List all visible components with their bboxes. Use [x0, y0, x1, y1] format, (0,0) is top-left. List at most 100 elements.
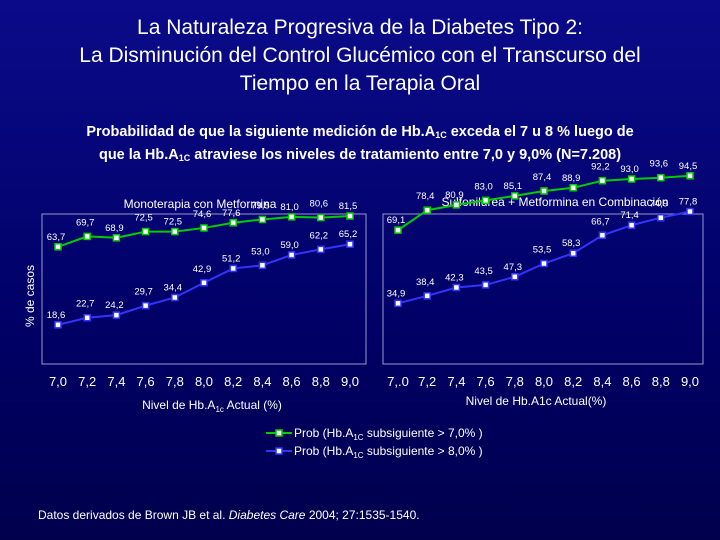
- chart-left-series-1-point: [258, 215, 267, 224]
- chart-right-x-tick: 7,2: [418, 374, 436, 389]
- chart-right: Sulfonilurea + Metformina en Combinación…: [382, 159, 704, 408]
- chart-right-series-2-point: [627, 221, 636, 229]
- chart-left-series-1-point: [54, 243, 62, 251]
- chart-left-series-1-data-label: 80,6: [310, 199, 329, 210]
- chart-left-series-1-point: [317, 213, 325, 222]
- chart-left-x-tick: 7,0: [49, 374, 67, 389]
- title-line-2: La Disminución del Control Glucémico con…: [79, 44, 641, 67]
- chart-right-series-2-data-label: 43,5: [474, 266, 493, 277]
- chart-left-series-2-data-label: 34,4: [164, 282, 183, 293]
- chart-left-series-2-point: [317, 245, 325, 254]
- chart-right-series-1-point: [452, 201, 461, 209]
- chart-right-series-2-point: [569, 249, 577, 257]
- chart-left-series-1-data-label: 77,6: [222, 208, 241, 219]
- chart-left-x-tick: 7,2: [78, 374, 96, 389]
- chart-left-series-1-point: [112, 234, 121, 242]
- chart-left-series-1-data-label: 74,6: [193, 209, 212, 220]
- chart-left-series-2-data-label: 51,2: [222, 253, 241, 264]
- chart-right-series-2-data-label: 58,3: [562, 238, 581, 249]
- chart-right-plot-area: [382, 213, 704, 365]
- chart-left-series-2-point: [171, 293, 179, 302]
- chart-right-series-1-data-label: 93,6: [650, 159, 669, 170]
- chart-right-series-1-point: [627, 175, 636, 183]
- chart-right-series-1-point: [540, 187, 548, 195]
- chart-left-series-2-data-label: 29,7: [134, 287, 153, 298]
- chart-left-series-2-point: [54, 321, 62, 329]
- chart-right-series-2-point: [540, 259, 548, 268]
- chart-right-series-1-data-label: 85,1: [504, 181, 523, 192]
- chart-right-x-axis-label: Nivel de Hb.A1c Actual(%): [466, 394, 607, 408]
- chart-left-x-axis-label: Nivel de Hb.A1c Actual (%): [142, 398, 282, 414]
- chart-right-series-1-data-label: 87,4: [533, 172, 552, 183]
- chart-right-x-tick: 7,.0: [387, 374, 409, 389]
- chart-right-x-tick: 9,0: [681, 374, 699, 389]
- chart-right-series-1-point: [569, 184, 577, 192]
- chart-left-x-tick: 7,8: [166, 374, 184, 389]
- chart-left-series-1-point: [287, 213, 296, 221]
- legend-label-series-2: Prob (Hb.A1C subsiguiente > 8,0% ): [294, 444, 483, 460]
- chart-left-series-1-data-label: 63,7: [47, 232, 66, 243]
- chart-right-series-1-point: [686, 172, 694, 180]
- chart-left-x-ticks: 7,0 7,2 7,4 7,6 7,8 8,0 8,2 8,4 8,6 8,8 9,0: [49, 374, 359, 389]
- chart-right-series-2-point: [481, 281, 490, 289]
- chart-right-series-1-point: [598, 176, 607, 185]
- chart-right-series-1-data-label: 80,9: [445, 190, 464, 201]
- chart-left-x-tick: 8,6: [283, 374, 301, 389]
- chart-right-series-2-data-label: 74,9: [650, 199, 669, 210]
- chart-right-x-tick: 7,6: [477, 374, 495, 389]
- chart-right-series-1-point: [481, 196, 490, 205]
- chart-left-series-1-data-label: 72,5: [134, 213, 153, 224]
- chart-left: Monoterapia con Metformina 7,0 7,2 7,4 7,6 7…: [41, 197, 367, 414]
- chart-right-series-2-point: [394, 299, 402, 308]
- slide-subtitle: Probabilidad de que la siguiente medició…: [10, 122, 710, 168]
- chart-left-series-2-data-label: 62,2: [310, 230, 329, 241]
- title-line-1: La Naturaleza Progresiva de la Diabetes …: [137, 16, 583, 39]
- chart-right-series-1-data-label: 93,0: [620, 164, 639, 175]
- chart-right-x-tick: 7,8: [506, 374, 524, 389]
- chart-left-series-1-data-label: 68,9: [105, 223, 124, 234]
- chart-left-series-1-data-label: 81,0: [280, 202, 299, 213]
- chart-right-x-tick: 7,4: [447, 374, 465, 389]
- chart-left-series-2-point: [141, 301, 150, 310]
- chart-right-series-1-data-label: 94,5: [679, 161, 698, 172]
- chart-left-series-1-data-label: 69,7: [76, 217, 95, 228]
- y-axis-label: % de casos: [23, 265, 37, 327]
- chart-right-marks: 69,1 78,4 80,9 83,0 85,1 87,4 88,9 92,2 93,0 93,6…: [387, 159, 698, 308]
- chart-right-series-1-point: [511, 192, 519, 200]
- chart-left-x-tick: 8,0: [195, 374, 213, 389]
- chart-left-series-1-point: [200, 224, 208, 232]
- slide-title: La Naturaleza Progresiva de la Diabetes …: [0, 14, 720, 98]
- chart-left-series-2-data-label: 59,0: [280, 240, 299, 251]
- chart-left-series-2-point: [112, 311, 121, 319]
- chart-left-series-1-data-label: 72,5: [164, 217, 183, 228]
- chart-right-series-1-data-label: 69,1: [387, 215, 406, 226]
- chart-right-series-1-point: [394, 226, 402, 234]
- chart-left-x-tick: 8,8: [312, 374, 330, 389]
- chart-left-series-2-point: [346, 240, 354, 248]
- title-line-3: Tiempo en la Terapia Oral: [239, 72, 481, 95]
- chart-left-title: Monoterapia con Metformina: [124, 197, 277, 211]
- chart-left-x-tick: 8,4: [253, 374, 271, 389]
- chart-right-series-2-point: [423, 292, 431, 300]
- chart-left-series-2-data-label: 53,0: [251, 246, 270, 257]
- chart-right-series-2-data-label: 66,7: [591, 216, 610, 227]
- chart-left-x-tick: 7,6: [137, 374, 155, 389]
- chart-left-x-tick: 7,4: [107, 374, 125, 389]
- chart-left-series-1-point: [229, 219, 237, 227]
- legend-marker-series-2: [275, 447, 283, 455]
- chart-left-series-2-point: [200, 279, 208, 287]
- subtitle-line-2: que la Hb.A1C atraviese los niveles de t…: [98, 147, 622, 163]
- chart-left-series-2-point: [258, 261, 267, 270]
- chart-right-x-tick: 8,6: [623, 374, 641, 389]
- chart-left-x-tick: 8,2: [224, 374, 242, 389]
- chart-left-x-tick: 9,0: [341, 374, 359, 389]
- chart-left-marks: 63,7 69,7 68,9 72,5 72,5 74,6 77,6 79,5 81,0 80,6…: [47, 199, 358, 329]
- chart-right-series-1-point: [657, 173, 665, 182]
- chart-left-series-1-data-label: 81,5: [339, 201, 358, 212]
- chart-right-series-2-data-label: 77,8: [679, 197, 698, 208]
- chart-right-x-ticks: 7,.0 7,2 7,4 7,6 7,8 8,0 8,2 8,4 8,6 8,8 9,0: [387, 374, 699, 389]
- chart-right-series-2-data-label: 34,9: [387, 288, 406, 299]
- chart-right-series-1-data-label: 88,9: [562, 173, 581, 184]
- chart-right-series-2-point: [657, 213, 665, 222]
